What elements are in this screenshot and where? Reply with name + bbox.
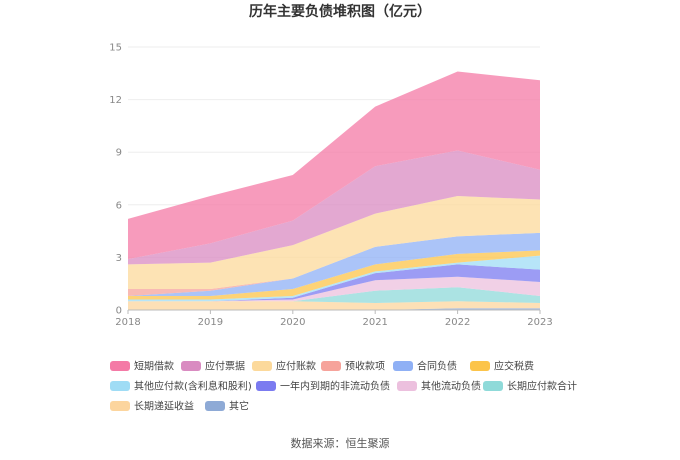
legend-item[interactable]: 一年内到期的非流动负债 <box>256 380 390 393</box>
legend-swatch <box>110 361 130 371</box>
legend-label: 其它 <box>229 400 249 413</box>
area-series-短期借款 <box>128 71 540 260</box>
legend-swatch <box>483 381 503 391</box>
legend-item[interactable]: 其他应付款(含利息和股利) <box>110 380 252 393</box>
legend-label: 预收款项 <box>345 360 385 373</box>
area-series-其他流动负债 <box>128 276 540 302</box>
legend-swatch <box>256 381 276 391</box>
y-tick-label: 3 <box>116 253 122 264</box>
x-tick-label: 2023 <box>527 317 552 328</box>
legend-swatch <box>321 361 341 371</box>
y-tick-label: 15 <box>109 43 122 54</box>
legend-item[interactable]: 应付票据 <box>181 360 245 373</box>
area-series-长期递延收益 <box>128 301 540 310</box>
legend-label: 其他流动负债 <box>421 380 481 393</box>
area-series-一年内到期的非流动负债 <box>128 264 540 302</box>
legend-item[interactable]: 其他流动负债 <box>397 380 481 393</box>
x-tick-label: 2020 <box>280 317 305 328</box>
legend-label: 合同负债 <box>417 360 457 373</box>
y-axis-ticks: 0 3 6 9 12 15 <box>109 43 122 317</box>
legend-item[interactable]: 预收款项 <box>321 360 385 373</box>
legend-swatch <box>110 381 130 391</box>
legend-item[interactable]: 长期递延收益 <box>110 400 194 413</box>
legend-swatch <box>181 361 201 371</box>
legend-label: 其他应付款(含利息和股利) <box>134 380 252 393</box>
legend-item[interactable]: 长期应付款合计 <box>483 380 577 393</box>
legend-item[interactable]: 应交税费 <box>470 360 534 373</box>
legend-item[interactable]: 短期借款 <box>110 360 174 373</box>
legend-item[interactable]: 合同负债 <box>393 360 457 373</box>
legend-label: 长期应付款合计 <box>507 380 577 393</box>
legend-swatch <box>470 361 490 371</box>
data-source: 数据来源：恒生聚源 <box>291 436 390 450</box>
legend-swatch <box>397 381 417 391</box>
legend-label: 应付票据 <box>205 360 245 373</box>
area-series-合同负债 <box>128 232 540 296</box>
legend-label: 应付账款 <box>276 360 316 373</box>
area-series-应付账款 <box>128 196 540 289</box>
legend-swatch <box>110 401 130 411</box>
x-tick-label: 2021 <box>362 317 387 328</box>
legend-item[interactable]: 应付账款 <box>252 360 316 373</box>
legend-label: 短期借款 <box>134 360 174 373</box>
area-series-其他应付款(含利息和股利) <box>128 255 540 302</box>
y-tick-label: 12 <box>109 95 122 106</box>
y-tick-label: 6 <box>116 200 122 211</box>
x-tick-label: 2022 <box>445 317 470 328</box>
y-tick-label: 9 <box>116 148 122 159</box>
legend-swatch <box>252 361 272 371</box>
area-series-应付票据 <box>128 150 540 265</box>
x-tick-label: 2019 <box>198 317 223 328</box>
legend-item[interactable]: 其它 <box>205 400 249 413</box>
area-series-预收款项 <box>128 232 540 296</box>
area-series-group <box>128 71 540 310</box>
legend-label: 应交税费 <box>494 360 534 373</box>
legend-swatch <box>205 401 225 411</box>
x-axis-ticks: 2018 2019 2020 2021 2022 2023 <box>115 310 553 328</box>
legend-swatch <box>393 361 413 371</box>
legend-label: 一年内到期的非流动负债 <box>280 380 390 393</box>
area-series-应交税费 <box>128 250 540 300</box>
y-tick-label: 0 <box>116 306 122 317</box>
area-series-长期应付款合计 <box>128 287 540 303</box>
legend-label: 长期递延收益 <box>134 400 194 413</box>
x-tick-label: 2018 <box>115 317 140 328</box>
chart-title: 历年主要负债堆积图（亿元） <box>249 3 431 20</box>
